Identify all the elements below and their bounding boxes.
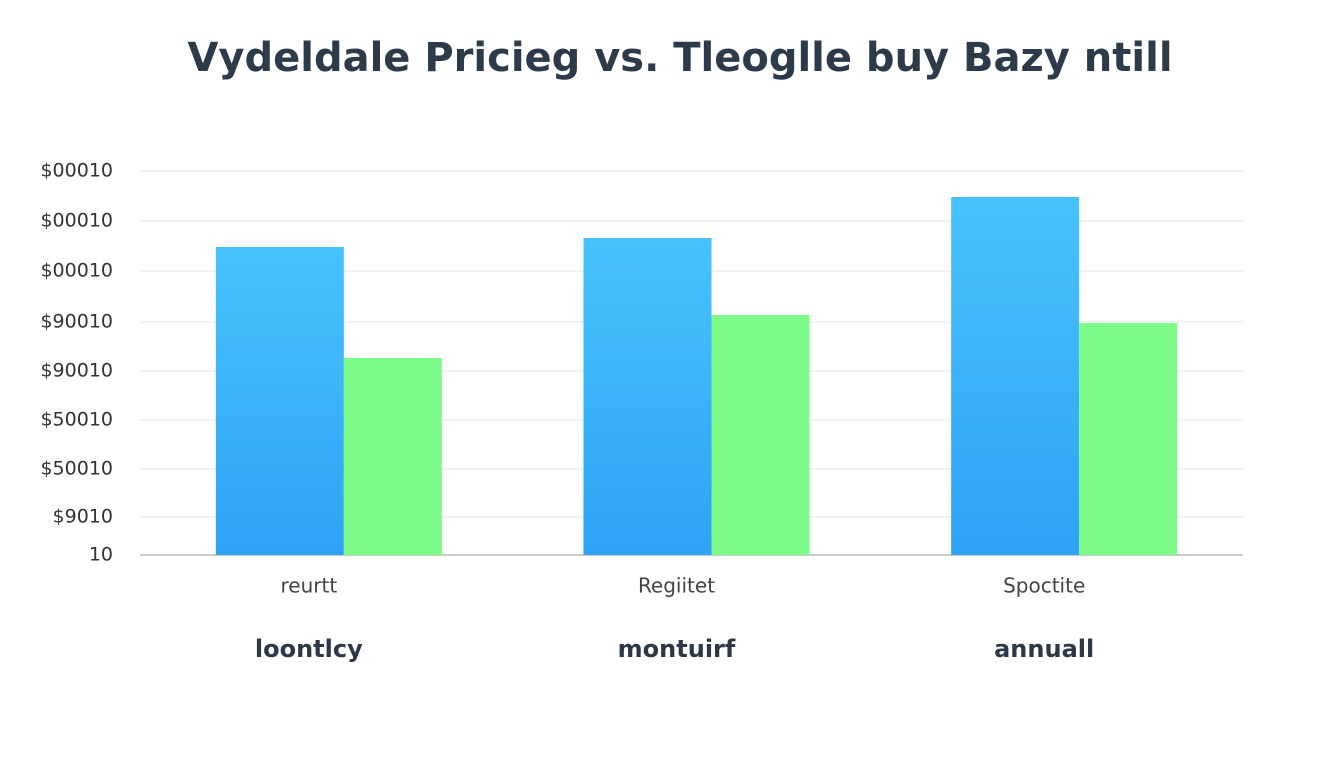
bar <box>215 247 344 555</box>
bar <box>711 315 810 555</box>
y-tick-label: $50010 <box>40 458 113 480</box>
y-tick-label: $00010 <box>40 210 113 232</box>
y-tick-label: $90010 <box>40 360 113 382</box>
group-label: montuirf <box>618 635 736 663</box>
x-tick-label: reurtt <box>280 574 337 598</box>
y-tick-label: $90010 <box>40 311 113 333</box>
group-label: annuall <box>994 635 1094 663</box>
bar <box>951 197 1080 555</box>
bar <box>583 238 712 555</box>
y-tick-label: $50010 <box>40 409 113 431</box>
group-label: loontlcy <box>255 635 363 663</box>
y-tick-label: $00010 <box>40 160 113 182</box>
x-tick-label: Regiitet <box>638 574 715 598</box>
x-tick-label: Spoctite <box>1003 574 1085 598</box>
chart-title: Vydeldale Pricieg vs. Tleoglle buy Bazy … <box>187 35 1172 81</box>
y-tick-label: $00010 <box>40 260 113 282</box>
bar <box>343 358 442 555</box>
y-tick-label: 10 <box>89 544 113 566</box>
y-tick-label: $9010 <box>53 506 113 528</box>
bar <box>1079 323 1178 555</box>
